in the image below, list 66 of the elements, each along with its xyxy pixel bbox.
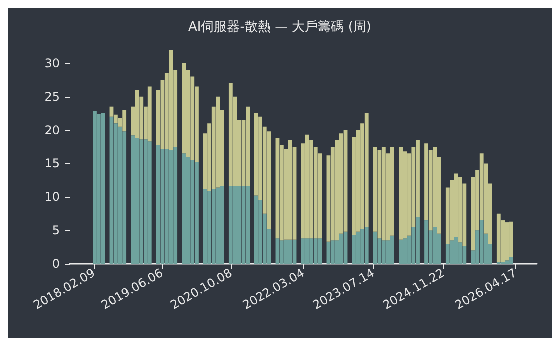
bar: [496, 214, 501, 262]
bar: [122, 110, 127, 132]
bar: [364, 114, 369, 228]
bar: [280, 240, 284, 264]
bar: [399, 240, 404, 264]
bar: [203, 189, 208, 264]
bar: [135, 138, 140, 264]
y-tick-label: 15: [44, 156, 60, 171]
bar: [135, 90, 140, 138]
bar: [216, 96, 220, 188]
bar: [373, 232, 378, 264]
bar: [169, 50, 174, 150]
bar: [318, 238, 322, 264]
bar: [433, 227, 438, 264]
bar: [93, 112, 97, 264]
bar: [446, 244, 450, 264]
bar: [246, 106, 250, 186]
bar: [288, 240, 292, 264]
bar: [403, 238, 408, 264]
bar: [505, 222, 510, 261]
bar: [237, 186, 242, 264]
bar: [305, 238, 310, 264]
bar: [505, 260, 510, 264]
bar: [344, 130, 348, 232]
bar: [164, 148, 169, 264]
bar: [216, 188, 220, 264]
bar: [454, 237, 458, 264]
bar: [186, 157, 190, 264]
y-tick-label: 20: [44, 123, 60, 138]
y-tick-label: 5: [52, 224, 60, 238]
bar: [382, 240, 386, 264]
bar: [156, 144, 160, 264]
bar: [288, 140, 292, 240]
bar: [276, 238, 280, 264]
bar: [220, 186, 224, 264]
bar: [212, 189, 216, 264]
bar: [246, 186, 250, 264]
bar: [182, 154, 186, 264]
bar: [390, 236, 394, 264]
y-tick-label: 25: [44, 90, 60, 104]
bar: [148, 142, 152, 264]
bar: [174, 146, 178, 264]
bar: [182, 63, 186, 154]
y-tick-label: 0: [52, 257, 60, 271]
bar: [96, 114, 101, 264]
bar: [450, 240, 454, 264]
y-tick-label: 10: [44, 190, 60, 204]
bar: [305, 134, 310, 239]
bar: [131, 136, 136, 264]
bar: [462, 246, 467, 264]
bar: [382, 146, 386, 241]
bar: [356, 232, 360, 264]
bar: [330, 240, 335, 264]
bar: [399, 146, 404, 240]
bar: [339, 234, 344, 264]
bar: [140, 140, 144, 264]
bar: [314, 238, 318, 264]
bar: [228, 83, 233, 186]
bar: [148, 86, 152, 142]
y-tick-label: 30: [44, 56, 60, 70]
bar: [364, 227, 369, 264]
bar: [254, 196, 258, 264]
chart-title: AI伺服器-散熱 — 大戶籌碼 (周): [188, 20, 372, 35]
bar: [228, 186, 233, 264]
bar: [190, 160, 195, 264]
bar: [480, 220, 484, 264]
